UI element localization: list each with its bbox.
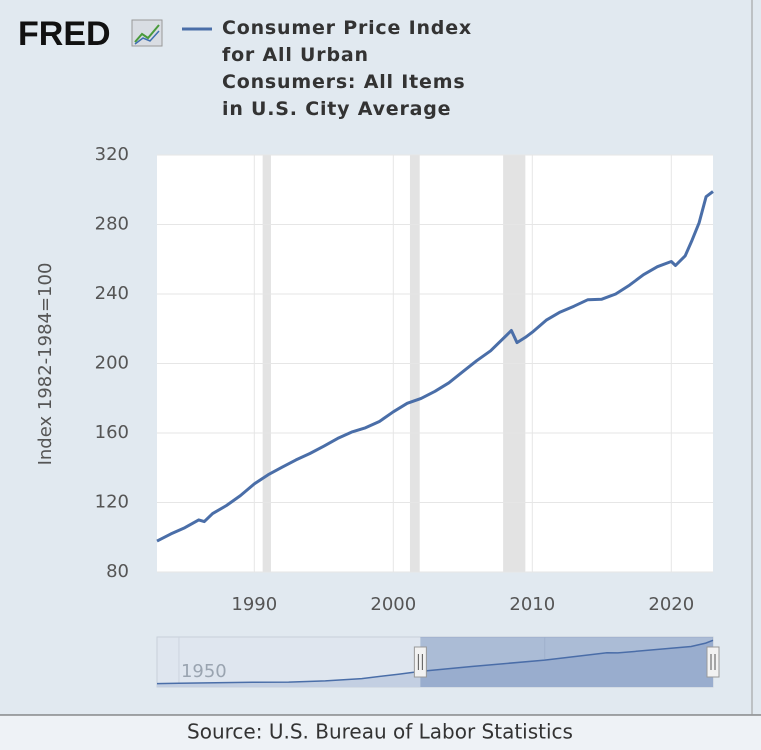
x-tick-label: 2010 (509, 594, 555, 615)
y-tick-label: 160 (95, 422, 129, 443)
series-line (156, 190, 714, 543)
navigator-tick-label: 1950 (181, 661, 227, 682)
x-tick-label: 1990 (231, 594, 277, 615)
x-tick-label: 2000 (370, 594, 416, 615)
x-tick-label: 2020 (648, 594, 694, 615)
logo: FRED (18, 15, 111, 53)
navigator-line (156, 639, 714, 685)
y-tick-label: 80 (106, 561, 129, 582)
source-band (0, 715, 761, 750)
y-tick-label: 120 (95, 492, 129, 513)
y-tick-label: 200 (95, 353, 129, 374)
y-tick-label: 280 (95, 214, 129, 235)
navigator-area (157, 640, 713, 687)
legend-entry: Consumer Price Index for All Urban Consu… (222, 17, 472, 120)
y-tick-label: 320 (95, 144, 129, 165)
navigator-selection (420, 637, 713, 687)
source: Source: U.S. Bureau of Labor Statistics (187, 720, 573, 744)
navigator-handle[interactable] (413, 646, 427, 678)
y-tick-label: 240 (95, 283, 129, 304)
logo-icon (131, 19, 163, 47)
navigator-handle[interactable] (706, 646, 720, 678)
y-axis-label: Index 1982-1984=100 (35, 263, 56, 466)
